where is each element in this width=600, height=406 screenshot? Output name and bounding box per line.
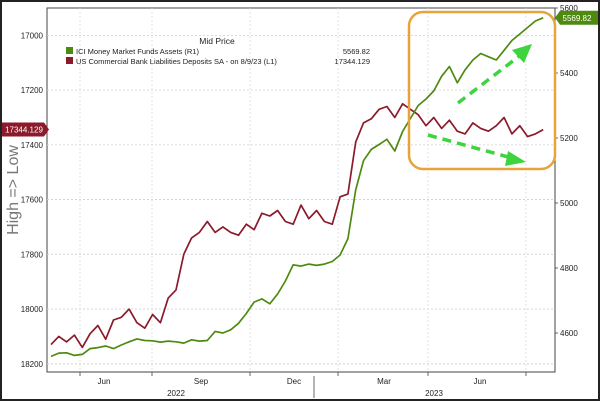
left-axis-label: High => Low — [5, 145, 22, 235]
right-axis-ticks: 5600 5400 5200 5000 4800 4600 — [555, 4, 578, 338]
annotation-highlight-box — [407, 10, 557, 171]
trend-arrow-up — [456, 44, 532, 105]
series-line-bank-deposits — [50, 102, 544, 349]
right-tick-label: 5200 — [560, 134, 578, 143]
left-tick-label: 18000 — [21, 305, 44, 314]
x-month-label: Sep — [194, 377, 209, 386]
legend-swatch-deposits — [66, 57, 73, 64]
series-line-money-market-funds — [50, 17, 544, 358]
gridlines — [47, 8, 555, 372]
x-axis-ticks: Jun Sep Dec Mar Jun 2022 2023 — [79, 372, 527, 398]
left-last-value-text: 17344.129 — [5, 126, 43, 135]
left-tick-label: 17600 — [21, 196, 44, 205]
legend-label-mmf: ICI Money Market Funds Assets (R1) — [76, 47, 199, 56]
right-tick-label: 4600 — [560, 329, 578, 338]
plot-area — [46, 7, 556, 373]
legend-value-mmf: 5569.82 — [343, 47, 370, 56]
legend-header: Mid Price — [199, 36, 235, 46]
x-month-label: Jun — [474, 377, 487, 386]
right-last-value-text: 5569.82 — [563, 14, 592, 23]
series-lines — [50, 17, 544, 358]
legend: Mid Price ICI Money Market Funds Assets … — [66, 36, 370, 66]
legend-value-deposits: 17344.129 — [335, 57, 370, 66]
right-tick-label: 5000 — [560, 199, 578, 208]
left-tick-label: 18200 — [21, 360, 44, 369]
x-month-label: Jun — [98, 377, 111, 386]
right-tick-label: 4800 — [560, 264, 578, 273]
right-last-value-tag: 5569.82 — [555, 10, 598, 25]
right-tick-label: 5400 — [560, 69, 578, 78]
left-tick-label: 17800 — [21, 250, 44, 259]
legend-label-deposits: US Commercial Bank Liabilities Deposits … — [76, 57, 277, 66]
left-tick-label: 17200 — [21, 86, 44, 95]
x-year-label: 2023 — [425, 389, 443, 398]
legend-swatch-mmf — [66, 47, 73, 54]
x-month-label: Dec — [287, 377, 301, 386]
left-tick-label: 17400 — [21, 141, 44, 150]
x-month-label: Mar — [377, 377, 391, 386]
right-tick-label: 5600 — [560, 4, 578, 13]
left-tick-label: 17000 — [21, 31, 44, 40]
left-axis-ticks: 17000 17200 17400 17600 17800 18000 18200 — [21, 31, 44, 368]
x-year-label: 2022 — [167, 389, 185, 398]
left-last-value-tag: 17344.129 — [2, 122, 49, 137]
trend-arrow-down — [427, 133, 526, 166]
